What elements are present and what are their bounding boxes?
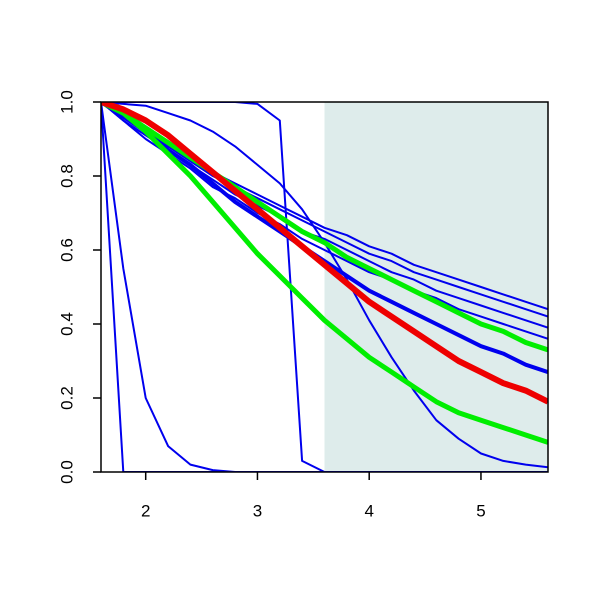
series-line [101,102,548,405]
y-tick-label: 0.2 [57,386,76,410]
y-tick-label: 1.0 [57,90,76,114]
shaded-region [324,102,548,472]
y-tick-label: 0.8 [57,164,76,188]
series-line [101,102,548,445]
y-tick-label: 0.4 [57,312,76,336]
x-tick-label: 2 [141,501,150,520]
series-line [101,102,548,318]
x-tick-label: 4 [364,501,373,520]
series-line [101,102,548,353]
plot-frame [100,101,549,473]
y-tick-label: 0.0 [57,460,76,484]
x-tick-label: 3 [253,501,262,520]
series-line [101,102,548,472]
series-group [101,102,548,472]
y-tick-label: 0.6 [57,238,76,262]
x-tick-label: 5 [476,501,485,520]
